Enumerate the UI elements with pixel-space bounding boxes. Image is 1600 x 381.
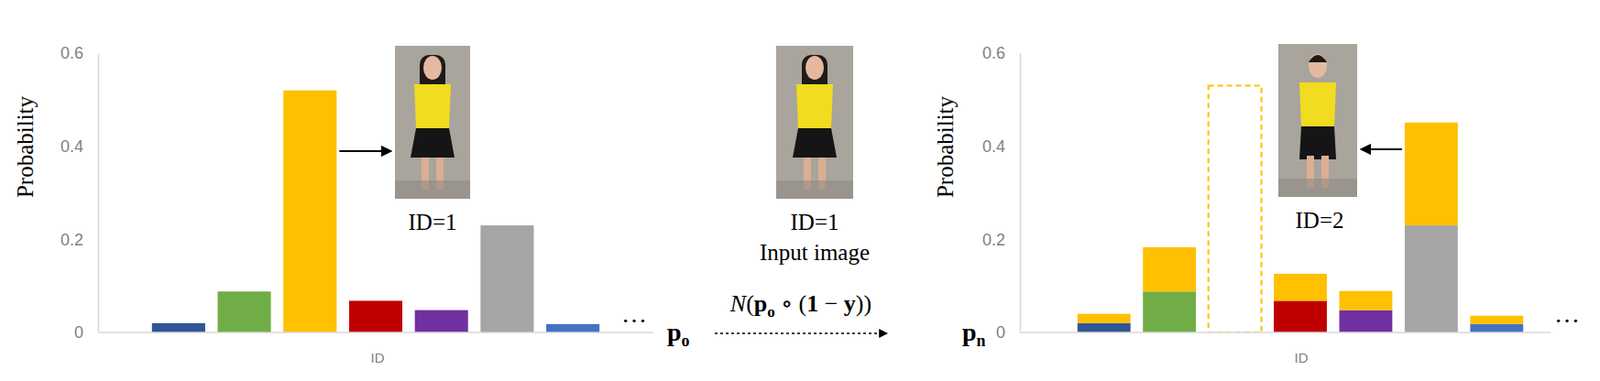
vector-label: po [667, 317, 691, 351]
skirt [410, 128, 455, 158]
ground [776, 180, 854, 199]
y-tick: 0 [996, 323, 1020, 342]
shirt [414, 84, 451, 129]
y-tick-label: 0.6 [982, 43, 1006, 63]
bars [152, 90, 600, 333]
bar-segment [1142, 291, 1196, 333]
y-tick: 0.2 [60, 230, 99, 250]
bar [152, 323, 206, 333]
y-tick-label: 0 [996, 323, 1006, 342]
bar-segment [1077, 314, 1131, 324]
ground [394, 180, 471, 199]
x-axis-line [1019, 331, 1551, 334]
y-tick-label: 0.2 [60, 230, 84, 250]
arrow [1360, 148, 1403, 151]
bar [546, 324, 600, 333]
formula-part: )) [855, 290, 872, 318]
head [805, 55, 824, 80]
head [423, 55, 442, 80]
skirt [792, 128, 837, 158]
formula-part: ( [745, 290, 755, 318]
y-tick: 0.4 [982, 137, 1020, 156]
ellipsis: … [1554, 299, 1580, 329]
bar-segment [1339, 291, 1393, 311]
y-axis: 0 0.2 0.4 0.6 [982, 43, 1021, 342]
y-axis-line [1019, 54, 1022, 334]
arrow [339, 150, 392, 153]
bar-segment [1339, 310, 1393, 333]
shirt [796, 84, 833, 129]
bar-segment [1273, 300, 1327, 333]
formula-part: − [818, 290, 844, 318]
formula-part: p [754, 290, 768, 318]
bar-segment [1142, 247, 1196, 292]
y-axis-line [98, 54, 100, 334]
bar [218, 291, 272, 333]
skirt [1299, 126, 1337, 160]
y-axis: 0 0.2 0.4 0.6 [60, 43, 99, 342]
bar-segment [1469, 316, 1524, 325]
photo-background [1278, 43, 1358, 198]
vector-symbol: p [667, 317, 682, 347]
y-tick: 0 [74, 323, 99, 342]
vector-symbol: p [962, 317, 977, 347]
hair [1308, 54, 1327, 63]
input-caption: Input image [759, 240, 870, 265]
photo [394, 45, 471, 199]
input-label: ID=1 [790, 209, 840, 235]
figure: 00.20.40.6ProbabilityID…ID=1po00.20.40.6… [0, 0, 1600, 381]
y-tick-label: 0.2 [982, 230, 1006, 250]
head [1308, 54, 1327, 78]
y-tick: 0.4 [60, 137, 99, 156]
y-tick-label: 0.4 [982, 137, 1006, 156]
formula: N(po ∘ (1 − y)) [729, 290, 872, 321]
vector-subscript: n [976, 331, 987, 351]
y-axis-title: Probability [932, 95, 958, 198]
bar-segment [1273, 273, 1327, 301]
y-tick-label: 0 [74, 323, 84, 342]
chart: 0 0.2 0.4 0.6 Probability ID … ID=2 [932, 43, 1580, 366]
bar-segment [1404, 122, 1458, 226]
formula-part: 1 [806, 290, 819, 318]
y-tick: 0.2 [982, 230, 1020, 250]
photo [1278, 43, 1358, 198]
formula-part: ∘ ( [775, 290, 807, 318]
x-axis-title: ID [371, 350, 385, 366]
bar [283, 90, 337, 333]
y-tick: 0.6 [60, 43, 99, 63]
x-axis-line [98, 331, 654, 334]
x-axis-title: ID [1294, 350, 1309, 366]
input-photo [776, 45, 854, 199]
bar [480, 225, 534, 333]
y-tick: 0.6 [982, 43, 1020, 63]
bar-segment [1208, 86, 1262, 333]
image-label: ID=2 [1295, 208, 1345, 233]
formula-part: y [843, 290, 856, 318]
bar-segment [1469, 324, 1524, 333]
shirt [1299, 82, 1337, 127]
y-axis-title: Probability [12, 95, 38, 198]
photo-background [394, 45, 471, 199]
transform-arrow [714, 332, 888, 334]
bar-segment [1404, 225, 1458, 333]
photo-background [776, 45, 854, 199]
formula-part: o [767, 303, 776, 321]
bar-segment [1077, 323, 1131, 333]
bar [349, 300, 403, 333]
vector-label: pn [962, 317, 987, 351]
image-label: ID=1 [408, 209, 458, 235]
vector-subscript: o [681, 331, 691, 351]
ground [1278, 178, 1358, 198]
ellipsis: … [621, 299, 647, 329]
formula-part: N [729, 290, 748, 318]
y-tick-label: 0.6 [60, 43, 84, 63]
bar [415, 310, 469, 333]
chart: 0 0.2 0.4 0.6 Probability ID … ID=1 [12, 43, 654, 366]
y-tick-label: 0.4 [60, 137, 84, 156]
